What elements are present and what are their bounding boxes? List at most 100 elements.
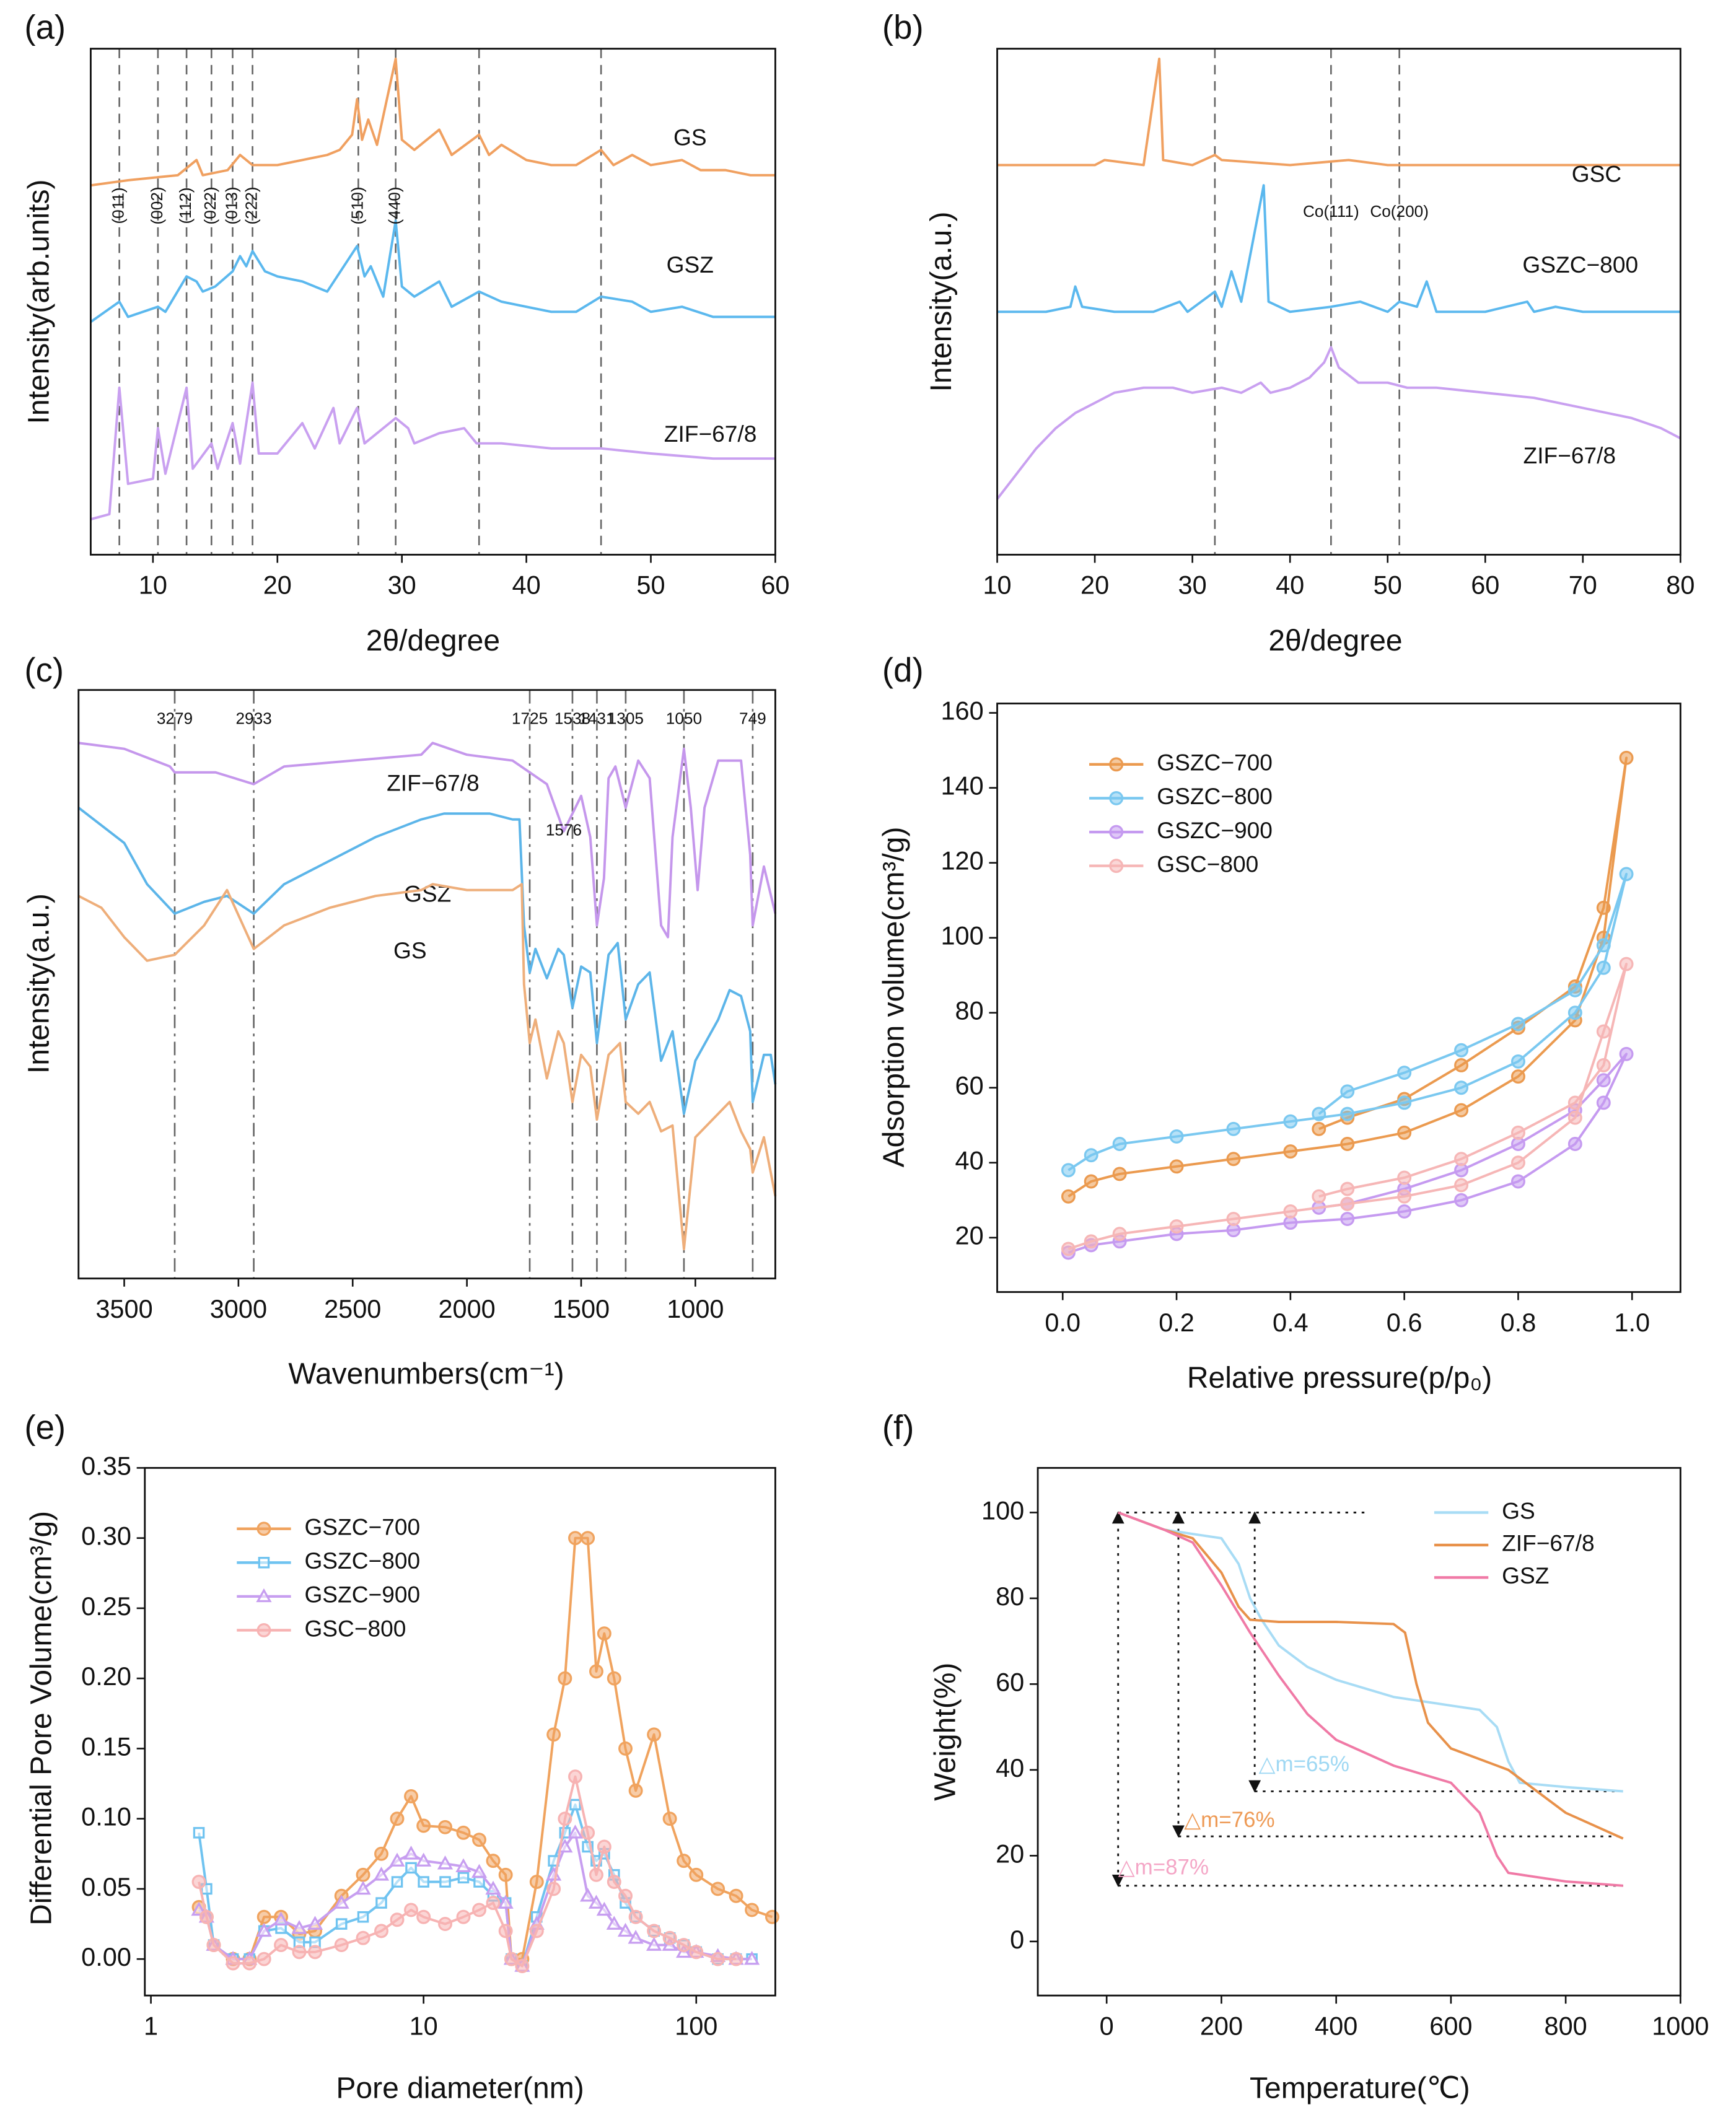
data-point — [567, 1824, 584, 1839]
y-tick-label: 120 — [940, 846, 983, 875]
x-axis-title: Wavenumbers(cm⁻¹) — [288, 1358, 564, 1391]
data-point — [437, 1855, 454, 1870]
annotation: 1725 — [512, 709, 548, 728]
annotation: 1576 — [546, 821, 582, 839]
series-label: ZIF−67/8 — [1523, 442, 1616, 468]
data-point — [1596, 1095, 1611, 1110]
series-line — [77, 883, 777, 1251]
data-point — [242, 1956, 257, 1971]
y-tick-label: 20 — [955, 1221, 984, 1250]
series-line — [1118, 1511, 1623, 1887]
y-axis-title: Weight(%) — [929, 1663, 962, 1801]
legend-label: GSZC−900 — [304, 1582, 420, 1608]
x-axis-title: 2θ/degree — [1268, 624, 1402, 657]
legend-label: GSZC−800 — [1157, 783, 1273, 809]
panel-label: (b) — [882, 8, 924, 46]
data-point — [1567, 983, 1582, 997]
data-point — [1619, 867, 1634, 882]
plot-frame — [996, 703, 1681, 1293]
data-point — [606, 1916, 622, 1930]
annotation: Co(200) — [1370, 202, 1429, 221]
data-point — [662, 1930, 677, 1945]
data-point — [1283, 1144, 1298, 1159]
data-point — [438, 1917, 452, 1932]
legend-label: GSZC−700 — [304, 1513, 420, 1540]
series-line — [997, 57, 1681, 167]
data-point — [607, 1875, 621, 1890]
data-point — [1510, 1069, 1525, 1084]
data-point — [581, 1825, 595, 1840]
data-point — [357, 1911, 369, 1923]
series-line — [1067, 1053, 1628, 1254]
data-point — [743, 1951, 760, 1965]
x-tick-label: 600 — [1429, 2011, 1472, 2040]
x-tick-label: 1000 — [667, 1294, 724, 1323]
annotation: (440) — [385, 186, 404, 224]
annotation: 3279 — [157, 709, 193, 728]
annotation: Co(111) — [1303, 202, 1359, 221]
annotation: (510) — [348, 186, 366, 224]
data-point — [1510, 1174, 1525, 1189]
x-tick-label: 100 — [675, 2011, 717, 2040]
x-axis-title: 2θ/degree — [366, 624, 500, 657]
data-point — [569, 1798, 581, 1811]
data-point — [355, 1880, 371, 1895]
data-point — [1169, 1159, 1184, 1174]
data-point — [589, 1664, 603, 1679]
data-point — [191, 1875, 206, 1890]
series-line — [996, 346, 1681, 500]
data-point — [308, 1945, 322, 1960]
data-point — [498, 1894, 514, 1909]
series-label: GS — [673, 125, 707, 151]
data-point — [597, 1839, 612, 1854]
data-point — [1226, 1212, 1241, 1226]
data-point — [1283, 1204, 1298, 1219]
y-axis-title: Intensity(a.u.) — [22, 893, 55, 1074]
legend-label: GSZC−800 — [304, 1548, 420, 1574]
data-point — [199, 1909, 214, 1924]
data-point — [1312, 1106, 1326, 1121]
series-label: GSC — [1572, 161, 1621, 187]
data-point — [1061, 1189, 1076, 1204]
data-point — [558, 1811, 572, 1826]
annotation: (112) — [176, 187, 195, 224]
data-point — [618, 1888, 633, 1903]
data-point — [1454, 1058, 1469, 1072]
data-point — [1454, 1193, 1469, 1207]
legend-marker — [258, 1556, 270, 1569]
data-point — [529, 1875, 544, 1890]
data-point — [1596, 1073, 1611, 1088]
data-point — [1340, 1212, 1355, 1226]
series-line — [1118, 1511, 1623, 1793]
y-tick-label: 140 — [940, 771, 983, 800]
plot-frame — [89, 48, 776, 556]
data-point — [335, 1918, 348, 1930]
data-point — [1510, 1017, 1525, 1032]
data-point — [1510, 1125, 1525, 1140]
legend-label: GSZ — [1502, 1562, 1549, 1588]
panel-label: (d) — [882, 651, 924, 689]
data-point — [403, 1846, 419, 1860]
y-tick-label: 60 — [996, 1667, 1024, 1696]
data-point — [546, 1881, 561, 1896]
data-point — [689, 1867, 704, 1882]
data-point — [1061, 1242, 1076, 1256]
data-point — [1619, 1046, 1634, 1061]
x-tick-label: 0.4 — [1273, 1308, 1309, 1337]
data-point — [765, 1909, 779, 1924]
x-tick-label: 0.0 — [1045, 1308, 1081, 1337]
series-line — [78, 742, 777, 939]
data-point — [1312, 1189, 1326, 1204]
x-tick-label: 0.2 — [1159, 1308, 1195, 1337]
data-point — [607, 1671, 621, 1686]
x-tick-label: 1000 — [1652, 2011, 1709, 2040]
annotation: △m=65% — [1259, 1752, 1349, 1776]
data-point — [1567, 1110, 1582, 1125]
data-point — [416, 1818, 431, 1833]
x-tick-label: 30 — [388, 571, 416, 600]
annotation: 1431 — [579, 709, 615, 728]
data-point — [1169, 1219, 1184, 1234]
y-tick-label: 100 — [981, 1496, 1024, 1525]
data-point — [588, 1894, 605, 1909]
